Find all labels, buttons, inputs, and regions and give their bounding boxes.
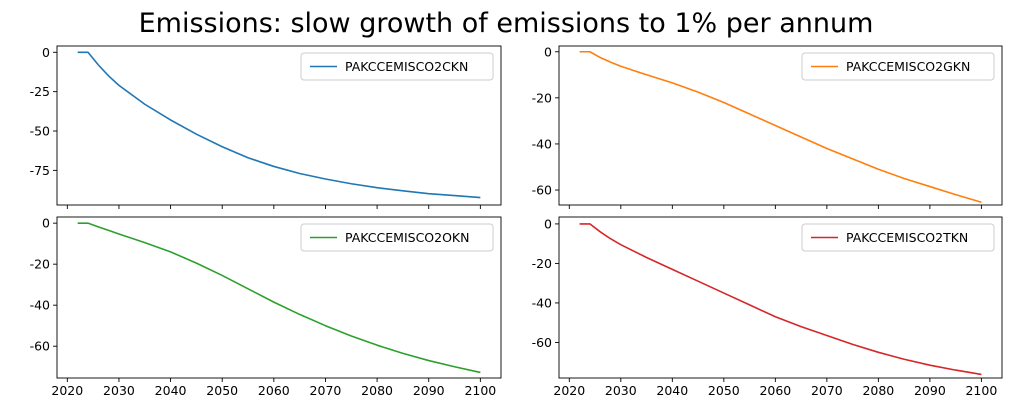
y-tick-label: -60 bbox=[30, 339, 50, 354]
series-line bbox=[77, 51, 481, 199]
y-tick-label: -20 bbox=[30, 257, 50, 272]
x-tick-label: 2100 bbox=[965, 383, 997, 398]
axes-frame bbox=[558, 45, 1003, 206]
y-tick-label: -20 bbox=[532, 256, 552, 271]
y-tick-label: -60 bbox=[532, 183, 552, 198]
x-tick-label: 2080 bbox=[862, 383, 894, 398]
series-line bbox=[579, 50, 982, 203]
y-tick-label: -40 bbox=[532, 136, 552, 151]
y-tick-label: 0 bbox=[42, 45, 50, 60]
legend-box bbox=[300, 52, 494, 81]
x-tick-label: 2060 bbox=[759, 383, 791, 398]
y-tick-label: -40 bbox=[532, 295, 552, 310]
legend: PAKCCEMISCO2GKN bbox=[801, 52, 995, 81]
legend: PAKCCEMISCO2TKN bbox=[801, 223, 995, 252]
y-tick-label: 0 bbox=[544, 216, 552, 231]
legend-label: PAKCCEMISCO2OKN bbox=[345, 230, 469, 245]
x-tick-label: 2090 bbox=[914, 383, 946, 398]
y-tick-label: -40 bbox=[30, 298, 50, 313]
series-line bbox=[77, 222, 481, 374]
y-tick-label: -20 bbox=[532, 90, 552, 105]
x-tick-label: 2100 bbox=[464, 383, 496, 398]
x-tick-label: 2020 bbox=[51, 383, 83, 398]
subplot-4: 0 -20 -40 -60 2020 2030 2040 2050 2060 2070 2080 20… bbox=[532, 216, 1003, 398]
axes-frame bbox=[56, 45, 502, 206]
y-tick-label: 0 bbox=[42, 216, 50, 231]
x-tick-label: 2060 bbox=[258, 383, 290, 398]
series-line bbox=[579, 223, 982, 376]
legend-box bbox=[300, 223, 494, 252]
axes-frame bbox=[56, 216, 502, 379]
legend-box bbox=[801, 223, 995, 252]
legend-label: PAKCCEMISCO2CKN bbox=[345, 59, 468, 74]
y-tick-label: -25 bbox=[30, 84, 50, 99]
x-tick-label: 2070 bbox=[310, 383, 342, 398]
y-tick-label: -50 bbox=[30, 124, 50, 139]
legend-label: PAKCCEMISCO2TKN bbox=[846, 230, 968, 245]
x-tick-label: 2020 bbox=[553, 383, 585, 398]
axes-frame bbox=[558, 216, 1003, 379]
x-tick-label: 2050 bbox=[708, 383, 740, 398]
subplot-2: 0 -20 -40 -60 PAKCCEMISCO2GKN bbox=[532, 44, 1003, 209]
x-tick-label: 2070 bbox=[811, 383, 843, 398]
legend: PAKCCEMISCO2OKN bbox=[300, 223, 494, 252]
figure-title: Emissions: slow growth of emissions to 1… bbox=[139, 8, 874, 39]
x-tick-label: 2080 bbox=[361, 383, 393, 398]
x-tick-label: 2040 bbox=[155, 383, 187, 398]
x-tick-label: 2090 bbox=[413, 383, 445, 398]
legend-label: PAKCCEMISCO2GKN bbox=[846, 59, 970, 74]
y-tick-label: -75 bbox=[30, 163, 50, 178]
legend: PAKCCEMISCO2CKN bbox=[300, 52, 494, 81]
subplot-3: 0 -20 -40 -60 2020 2030 2040 2050 2060 2070 2080 20… bbox=[30, 216, 502, 398]
x-tick-label: 2030 bbox=[103, 383, 135, 398]
y-tick-label: -60 bbox=[532, 335, 552, 350]
subplot-1: 0 -25 -50 -75 PAKCCEMISCO2CKN bbox=[30, 45, 502, 209]
x-tick-label: 2050 bbox=[206, 383, 238, 398]
y-tick-label: 0 bbox=[544, 44, 552, 59]
x-tick-label: 2040 bbox=[656, 383, 688, 398]
x-tick-label: 2030 bbox=[605, 383, 637, 398]
legend-box bbox=[801, 52, 995, 81]
